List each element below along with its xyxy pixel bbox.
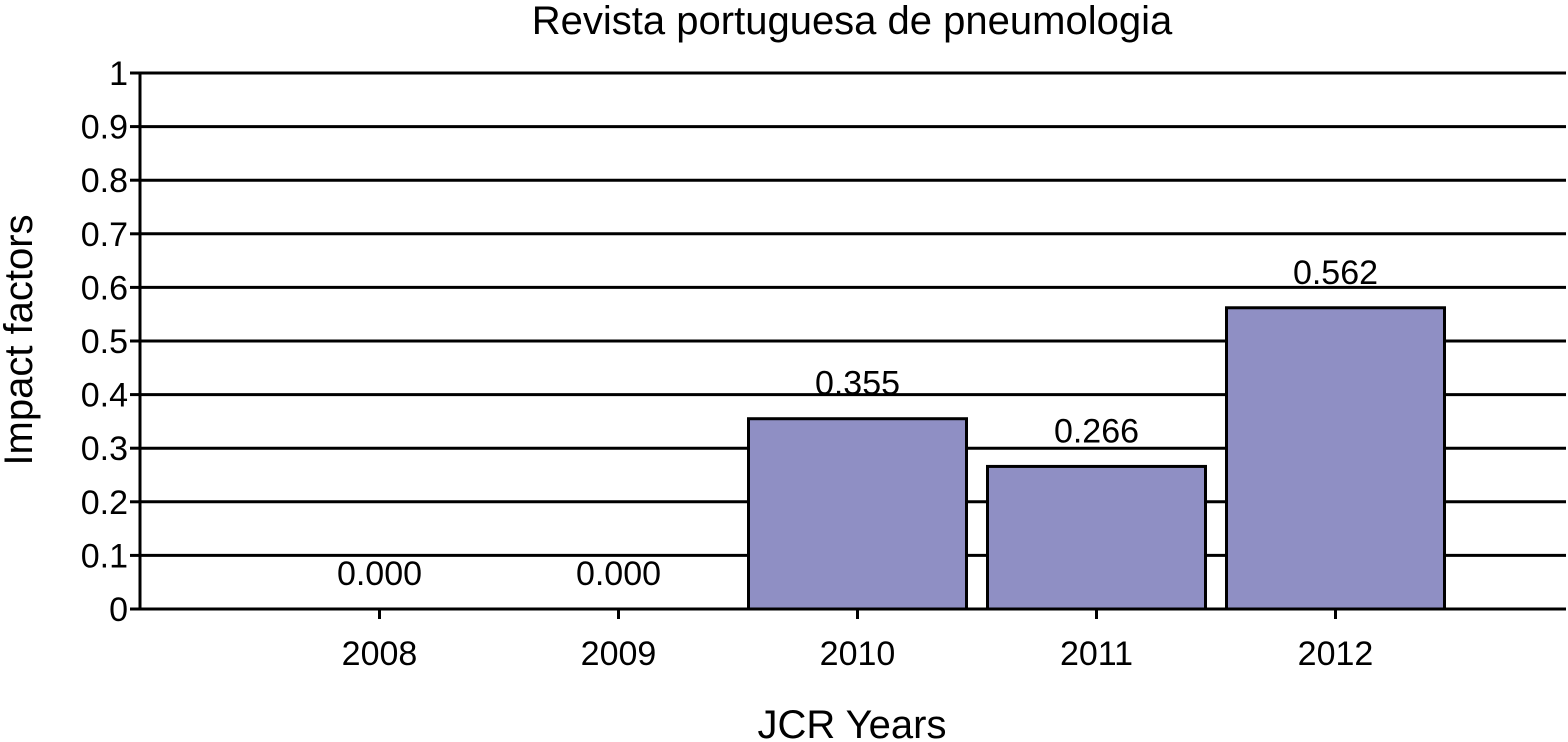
value-label-2010: 0.355 <box>815 365 900 403</box>
value-label-2011: 0.266 <box>1054 412 1139 450</box>
y-tick-label: 1 <box>109 55 128 93</box>
y-tick-label: 0.8 <box>81 162 128 200</box>
value-label-2008: 0.000 <box>337 555 422 593</box>
axes <box>138 72 1566 611</box>
y-tick-label: 0.1 <box>81 537 128 575</box>
x-tick-label-2009: 2009 <box>581 635 657 673</box>
x-axis-label: JCR Years <box>758 703 947 742</box>
x-tick-labels: 2008 2009 2010 2011 2012 <box>342 609 1374 673</box>
value-label-2009: 0.000 <box>576 555 661 593</box>
bars <box>747 306 1446 611</box>
bar-2011 <box>986 464 1207 611</box>
x-tick-label-2010: 2010 <box>820 635 896 673</box>
y-tick-label: 0.7 <box>81 216 128 254</box>
chart-title: Revista portuguesa de pneumologia <box>532 0 1173 43</box>
y-tick-label: 0.4 <box>81 377 128 415</box>
y-tick-label: 0.9 <box>81 109 128 147</box>
y-tick-label: 0.6 <box>81 269 128 307</box>
value-labels: 0.000 0.000 0.355 0.266 0.562 <box>337 254 1378 593</box>
bar-2012 <box>1225 306 1446 611</box>
y-tick-labels: 0 0.1 0.2 0.3 0.4 0.5 0.6 0.7 0.8 0.9 1 <box>81 55 128 629</box>
y-tick-label: 0.3 <box>81 430 128 468</box>
x-tick-label-2012: 2012 <box>1298 635 1374 673</box>
y-tick-label: 0 <box>109 591 128 629</box>
y-tick-label: 0.2 <box>81 484 128 522</box>
value-label-2012: 0.562 <box>1293 254 1378 292</box>
bar-2010 <box>747 417 968 611</box>
y-axis-label: Impact factors <box>0 214 41 465</box>
x-tick-label-2008: 2008 <box>342 635 418 673</box>
y-tick-label: 0.5 <box>81 323 128 361</box>
x-tick-label-2011: 2011 <box>1060 635 1133 673</box>
